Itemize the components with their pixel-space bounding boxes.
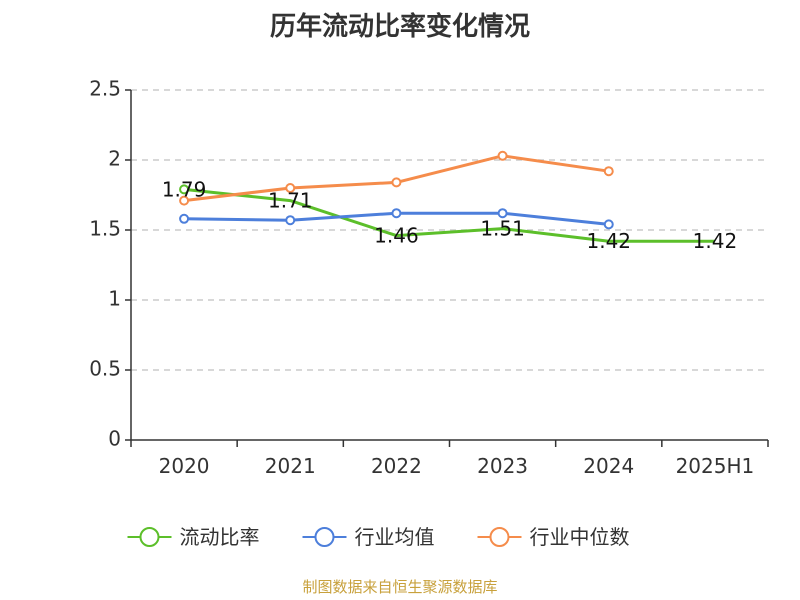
grid-lines: [131, 89, 768, 371]
data-point: [497, 208, 508, 219]
y-tick-label: 1.5: [89, 217, 121, 241]
data-point: [285, 183, 296, 193]
x-tick-label: 2024: [583, 454, 634, 478]
series-2: [179, 208, 614, 230]
legend-label: 行业均值: [355, 525, 435, 549]
data-point: [285, 215, 296, 226]
legend-item-3[interactable]: 行业中位数: [477, 525, 630, 549]
data-label: 1.42: [693, 229, 738, 253]
x-tick-label: 2022: [371, 454, 422, 478]
data-labels: 1.79 1.71 1.46 1.51 1.42 1.42: [162, 177, 737, 253]
y-tick-label: 2.5: [89, 77, 121, 101]
data-point: [179, 213, 190, 224]
legend-marker-icon: [489, 527, 510, 547]
series-lines: [179, 150, 715, 243]
data-point: [179, 195, 190, 206]
legend-marker-icon: [139, 527, 160, 547]
data-point: [391, 208, 402, 219]
series-line: [183, 187, 715, 243]
x-tick-label: 2021: [265, 454, 316, 478]
legend-item-1[interactable]: 流动比率: [127, 525, 260, 549]
data-label: 1.46: [374, 224, 419, 248]
legend-item-2[interactable]: 行业均值: [302, 525, 435, 549]
x-tick-label: 2025H1: [676, 454, 755, 478]
data-label: 1.42: [586, 229, 631, 253]
legend-label: 行业中位数: [530, 525, 630, 549]
data-point: [391, 177, 402, 188]
data-point: [497, 150, 508, 161]
y-tick-label: 0.5: [89, 357, 121, 381]
series-1: [179, 184, 715, 243]
data-point: [179, 184, 190, 195]
data-label: 1.79: [162, 177, 207, 201]
y-tick-label: 2: [108, 147, 121, 171]
legend-label: 流动比率: [180, 525, 260, 549]
legend-marker-icon: [314, 527, 335, 547]
x-tick-label: 2020: [159, 454, 210, 478]
data-point: [603, 219, 614, 230]
data-label: 1.51: [480, 217, 525, 241]
chart-title: 历年流动比率变化情况: [269, 12, 530, 42]
source-note: 制图数据来自恒生聚源数据库: [302, 578, 498, 596]
legend[interactable]: 流动比率 行业均值 行业中位数: [127, 525, 630, 549]
series-3: [179, 150, 614, 206]
axes: 0 0.5 1 1.5 2 2.5 2020 2021 2022 2023 2024 2025H1: [89, 77, 769, 478]
x-tick-label: 2023: [477, 454, 528, 478]
y-tick-label: 1: [108, 287, 121, 311]
y-tick-label: 0: [108, 427, 121, 451]
data-point: [603, 166, 614, 177]
data-label: 1.71: [268, 189, 313, 213]
